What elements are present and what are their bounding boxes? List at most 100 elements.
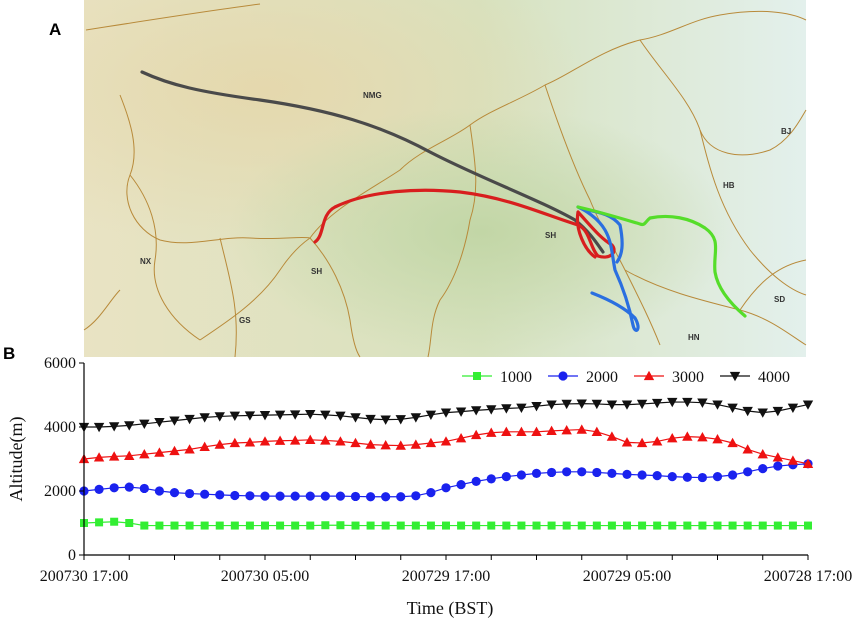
data-point xyxy=(230,521,239,530)
data-point xyxy=(140,521,149,530)
data-point xyxy=(365,439,376,449)
data-point xyxy=(727,470,738,480)
data-point xyxy=(546,467,557,478)
series-2000 xyxy=(79,459,813,502)
data-point xyxy=(787,455,799,465)
series-3000 xyxy=(78,424,814,468)
data-point xyxy=(411,491,421,501)
data-point xyxy=(110,517,119,526)
data-point xyxy=(215,490,225,500)
x-axis-title: Time (BST) xyxy=(407,598,494,619)
data-point xyxy=(306,521,315,530)
data-point xyxy=(502,521,511,530)
altitude-chart: 0 2000 4000 6000 200730 17:00 200730 05:00 200… xyxy=(6,355,852,619)
data-point xyxy=(712,400,723,410)
data-point xyxy=(592,521,601,530)
data-point xyxy=(758,521,767,530)
data-point xyxy=(682,431,693,441)
data-point xyxy=(697,472,708,483)
data-point xyxy=(546,425,557,435)
data-point xyxy=(651,398,663,409)
data-point xyxy=(320,491,330,501)
data-point xyxy=(501,404,512,414)
data-point xyxy=(682,397,693,408)
data-point xyxy=(396,521,405,530)
data-point xyxy=(396,492,406,502)
legend: 1000 2000 3000 4000 xyxy=(462,369,790,386)
data-point xyxy=(471,476,481,486)
data-point xyxy=(638,521,647,530)
data-point xyxy=(381,521,390,530)
data-point xyxy=(473,372,481,380)
data-point xyxy=(154,447,165,457)
data-point xyxy=(108,422,120,432)
data-point xyxy=(94,484,104,494)
data-point xyxy=(501,426,512,436)
data-point xyxy=(321,521,330,530)
data-point xyxy=(351,521,360,530)
y-tick-label: 0 xyxy=(68,547,76,564)
data-point xyxy=(606,431,618,441)
data-point xyxy=(486,474,496,484)
data-point xyxy=(516,470,527,480)
data-point xyxy=(532,521,541,530)
data-point xyxy=(93,422,105,433)
data-point xyxy=(366,521,375,530)
data-point xyxy=(289,435,301,445)
data-point xyxy=(547,521,556,530)
region-label: SH xyxy=(545,231,556,240)
data-point xyxy=(139,419,150,429)
data-point xyxy=(472,521,481,530)
data-point xyxy=(440,436,452,446)
data-point xyxy=(365,492,376,502)
data-point xyxy=(410,413,422,423)
legend-item-3000: 3000 xyxy=(634,369,704,386)
data-point xyxy=(621,400,633,410)
data-point xyxy=(154,418,165,428)
data-point xyxy=(425,410,437,421)
data-point xyxy=(802,400,814,410)
region-label: GS xyxy=(239,316,251,325)
data-point xyxy=(199,441,210,451)
data-point xyxy=(621,437,633,447)
data-point xyxy=(727,437,738,448)
region-label: SD xyxy=(774,295,785,304)
data-point xyxy=(757,449,768,459)
data-point xyxy=(743,467,753,477)
legend-label: 1000 xyxy=(500,369,532,386)
x-tick-label: 200730 05:00 xyxy=(221,568,309,585)
data-point xyxy=(561,399,572,410)
legend-item-4000: 4000 xyxy=(720,369,790,386)
data-point xyxy=(787,403,799,413)
data-point xyxy=(200,521,209,530)
data-point xyxy=(365,414,376,425)
data-point xyxy=(712,472,723,482)
data-point xyxy=(440,408,452,418)
data-point xyxy=(623,521,631,530)
data-point xyxy=(305,434,316,444)
data-point xyxy=(274,435,286,445)
data-point xyxy=(93,452,105,462)
x-tick-label: 200729 05:00 xyxy=(583,568,671,585)
data-point xyxy=(517,521,526,530)
data-point xyxy=(757,408,768,418)
trajectory-1000 xyxy=(576,205,747,318)
data-point xyxy=(457,521,466,530)
data-point xyxy=(562,521,571,530)
data-point xyxy=(577,521,586,530)
data-point xyxy=(516,403,527,413)
data-point xyxy=(214,439,225,449)
data-point xyxy=(214,412,225,422)
data-point xyxy=(381,492,391,502)
x-tick-label: 200729 17:00 xyxy=(402,568,490,585)
legend-label: 4000 xyxy=(758,369,790,386)
data-point xyxy=(802,458,814,468)
x-tick-label: 200730 17:00 xyxy=(40,568,128,585)
data-point xyxy=(170,521,179,530)
axes: 0 2000 4000 6000 200730 17:00 200730 05:00 200… xyxy=(40,355,852,585)
data-point xyxy=(591,399,603,410)
data-point xyxy=(651,436,663,446)
y-tick-label: 4000 xyxy=(44,419,76,436)
data-point xyxy=(804,521,812,530)
